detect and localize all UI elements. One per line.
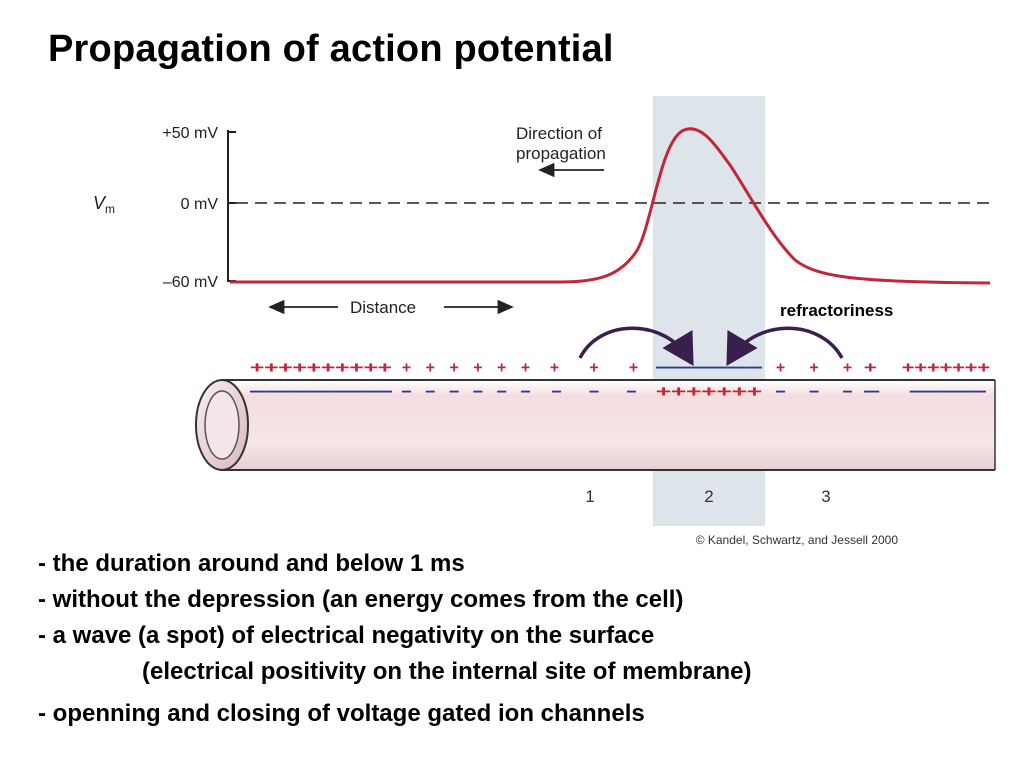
action-potential-curve	[230, 127, 991, 285]
current-arrow-upper-right	[726, 326, 844, 367]
tick-label-middle: 0 mV	[181, 196, 219, 213]
bullet-item: - a wave (a spot) of electrical negativi…	[38, 622, 655, 649]
inside-charges-left-sparse: – – – – – –	[402, 382, 531, 400]
action-potential-figure: +50 mV 0 mV –60 mV Vm Direction of propa…	[93, 96, 996, 547]
copyright-text: © Kandel, Schwartz, and Jessell 2000	[696, 533, 899, 547]
outside-charges-region3: + + +	[776, 358, 852, 376]
current-arrow-upper-left	[578, 326, 694, 367]
slide-title: Propagation of action potential	[48, 28, 614, 70]
bullet-item: - without the depression (an energy come…	[38, 586, 684, 613]
bullet-item: - openning and closing of voltage gated …	[38, 700, 645, 727]
refractoriness-label: refractoriness	[780, 301, 893, 320]
direction-label-line2: propagation	[516, 144, 606, 163]
bullet-item-continuation: (electrical positivity on the internal s…	[142, 658, 752, 685]
region-label-1: 1	[585, 487, 594, 506]
outside-charges-region1: + + +	[550, 358, 638, 376]
inside-charges-region1: – – –	[552, 382, 637, 400]
inside-charges-right-dense: – –––––	[864, 382, 988, 400]
inside-charges-region2: +++++++	[656, 382, 762, 400]
direction-label-line1: Direction of	[516, 124, 602, 143]
axon-lumen	[204, 390, 240, 460]
region-label-3: 3	[821, 487, 830, 506]
outside-charges-left-sparse: + + + + + +	[402, 358, 530, 376]
outside-charges-region2: ––––––	[656, 358, 764, 376]
bullet-item: - the duration around and below 1 ms	[38, 550, 465, 577]
inside-charges-region3: – – –	[776, 382, 853, 400]
tick-label-bottom: –60 mV	[163, 274, 218, 291]
inside-charges-left-dense: ––––––––––	[250, 382, 394, 400]
outside-charges-left-dense: ++++++++++	[250, 358, 392, 376]
distance-label: Distance	[350, 298, 416, 317]
outside-charges-right-dense: + +++++++	[864, 358, 990, 376]
tick-label-top: +50 mV	[162, 125, 218, 142]
region-label-2: 2	[704, 487, 713, 506]
bullet-list: - the duration around and below 1 ms - w…	[38, 546, 751, 732]
y-axis-label: Vm	[93, 193, 115, 216]
axon-body	[222, 380, 995, 470]
